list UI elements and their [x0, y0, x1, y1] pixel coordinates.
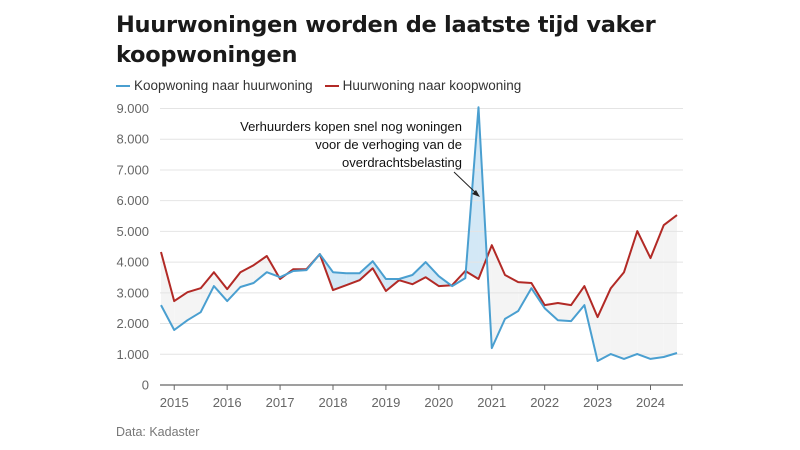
- annotation-text: overdrachtsbelasting: [342, 155, 462, 170]
- fill-segment: [213, 272, 228, 302]
- fill-segment: [597, 288, 611, 362]
- annotation: Verhuurders kopen snel nog woningen voor …: [240, 119, 480, 197]
- fill-segment: [399, 275, 413, 285]
- y-tick-label: 2.000: [116, 316, 149, 331]
- x-tick-label: 2015: [160, 395, 189, 410]
- fill-segment: [663, 215, 677, 358]
- y-tick-label: 3.000: [116, 285, 149, 300]
- x-tick-label: 2017: [266, 395, 295, 410]
- annotation-text: Verhuurders kopen snel nog woningen: [240, 119, 462, 134]
- fill-segment: [359, 261, 373, 281]
- fill-segment: [571, 286, 585, 322]
- fill-segment: [253, 255, 267, 284]
- fill-segment: [227, 272, 241, 302]
- fill-segment: [174, 292, 188, 331]
- legend-label: Huurwoning naar koopwoning: [342, 78, 522, 93]
- legend: Koopwoning naar huurwoning Huurwoning na…: [116, 78, 521, 93]
- y-tick-label: 7.000: [116, 162, 149, 177]
- annotation-text: voor de verhoging van de: [315, 137, 462, 152]
- fill-segment: [637, 231, 651, 359]
- fill-segment: [200, 272, 214, 313]
- legend-swatch-blue: [116, 84, 130, 87]
- fill-segment: [557, 302, 572, 322]
- fill-segment: [346, 273, 360, 286]
- arrow-head-icon: [472, 190, 480, 197]
- y-tick-label: 0: [142, 378, 149, 393]
- x-tick-label: 2016: [213, 395, 242, 410]
- x-tick-label: 2018: [319, 395, 348, 410]
- legend-item-koop-naar-huur: Koopwoning naar huurwoning: [116, 78, 313, 93]
- fill-segment: [491, 245, 505, 349]
- annotation-arrow: [453, 171, 479, 196]
- fill-segment: [187, 288, 201, 321]
- fill-segment: [650, 225, 664, 359]
- x-axis: 2015 2016 2017 2018 2019 2020 2021 2022 2023 2024: [160, 384, 683, 410]
- y-tick-label: 9.000: [116, 101, 149, 116]
- x-tick-label: 2023: [583, 395, 612, 410]
- legend-swatch-red: [324, 84, 339, 87]
- series-lines: [160, 106, 678, 362]
- series-line-huur-naar-koop: [160, 214, 678, 319]
- y-tick-label: 8.000: [116, 132, 149, 147]
- x-tick-label: 2022: [530, 395, 559, 410]
- y-tick-label: 5.000: [116, 224, 149, 239]
- gridlines: 0 1.000 2.000 3.000 4.000 5.000 6.000 7.000 8.00…: [116, 101, 683, 393]
- y-tick-label: 6.000: [116, 193, 149, 208]
- fill-segment: [610, 272, 625, 359]
- x-tick-label: 2024: [636, 395, 665, 410]
- series-line-koop-naar-huur: [160, 106, 678, 362]
- y-tick-label: 1.000: [116, 347, 149, 362]
- source-note: Data: Kadaster: [116, 425, 200, 439]
- legend-label: Koopwoning naar huurwoning: [134, 78, 313, 93]
- y-tick-label: 4.000: [116, 255, 149, 270]
- chart-title: Huurwoningen worden de laatste tijd vake…: [116, 12, 656, 68]
- legend-item-huur-naar-koop: Huurwoning naar koopwoning: [324, 78, 522, 93]
- x-tick-label: 2019: [371, 395, 400, 410]
- fill-segment: [425, 262, 439, 287]
- fill-segment: [504, 275, 519, 319]
- x-tick-label: 2020: [424, 395, 453, 410]
- x-tick-label: 2021: [477, 395, 506, 410]
